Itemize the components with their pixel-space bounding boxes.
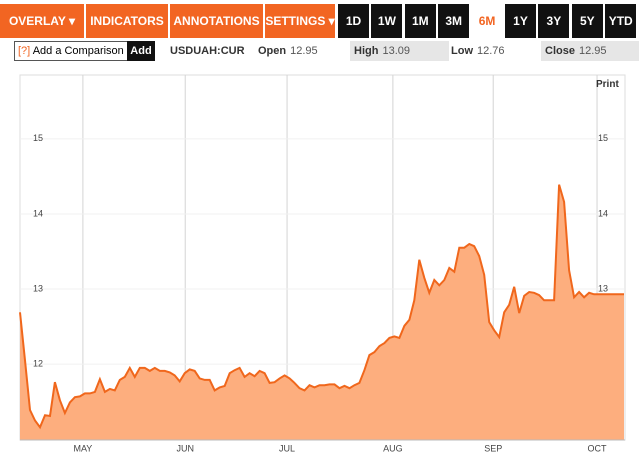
quote-field: High 13.09 [350, 41, 449, 61]
range-button[interactable]: 1M [404, 4, 436, 38]
quote-field: Close 12.95 [541, 41, 639, 61]
range-button[interactable]: 3Y [538, 4, 570, 38]
range-button[interactable]: 5Y [571, 4, 603, 38]
range-button[interactable]: 1W [371, 4, 403, 38]
price-line [19, 184, 624, 430]
help-icon[interactable]: [?] [18, 45, 31, 57]
y-tick-label: 12 [33, 359, 43, 369]
y-tick-label: 14 [598, 208, 608, 218]
menu-button[interactable]: OVERLAY ▾ [0, 4, 84, 38]
menu-button[interactable]: ANNOTATIONS ▾ [170, 4, 263, 62]
quote-bar: [?] Add a Comparison Add USDUAH:CUR Open… [0, 38, 639, 64]
menu-button[interactable]: SETTINGS ▾ [265, 4, 335, 38]
menu-button[interactable]: INDICATORS ▾ [86, 4, 168, 62]
x-tick-label: MAY [73, 443, 92, 453]
toolbar: OVERLAY ▾INDICATORS ▾ANNOTATIONS ▾SETTIN… [0, 4, 639, 62]
quote-field: Open 12.95 [254, 41, 348, 61]
field-value: 12.95 [290, 45, 318, 57]
field-value: 13.09 [382, 45, 410, 57]
y-tick-label: 15 [598, 133, 608, 143]
comparison-placeholder: Add a Comparison [32, 45, 124, 57]
field-value: 12.76 [477, 45, 505, 57]
y-tick-label: 15 [33, 133, 43, 143]
comparison-input[interactable]: [?] Add a Comparison [14, 41, 129, 61]
y-tick-label: 13 [33, 283, 43, 293]
field-value: 12.95 [578, 45, 607, 57]
x-tick-label: JUN [176, 443, 194, 453]
y-tick-label: 13 [598, 283, 608, 293]
field-label: Close [545, 45, 575, 57]
print-link[interactable]: Print [596, 79, 619, 90]
field-label: High [354, 45, 379, 57]
area-fill [20, 184, 624, 440]
range-button[interactable]: 6M [471, 4, 503, 38]
range-button[interactable]: 3M [438, 4, 470, 38]
y-tick-label: 14 [33, 208, 43, 218]
x-tick-label: AUG [383, 443, 403, 453]
add-button[interactable]: Add [127, 41, 155, 61]
x-tick-label: OCT [588, 443, 608, 453]
ticker: USDUAH:CUR [170, 45, 245, 57]
field-label: Low [451, 45, 473, 57]
range-button[interactable]: YTD [605, 4, 637, 38]
range-button[interactable]: 1D [338, 4, 369, 38]
x-tick-label: JUL [279, 443, 295, 453]
range-button[interactable]: 1Y [505, 4, 536, 38]
field-label: Open [258, 45, 287, 57]
x-tick-label: SEP [484, 443, 502, 453]
quote-field: Low 12.76 [447, 41, 543, 61]
